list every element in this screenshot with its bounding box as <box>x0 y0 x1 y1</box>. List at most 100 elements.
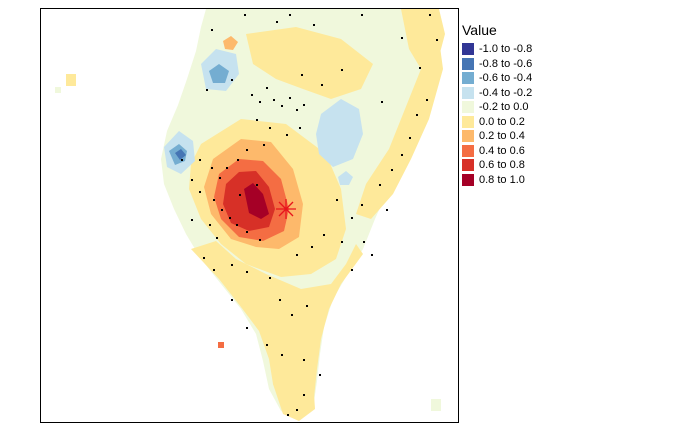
legend-swatch <box>462 101 474 114</box>
station-dot <box>306 305 308 307</box>
station-dot <box>311 246 313 248</box>
station-dot <box>299 127 301 129</box>
station-dot <box>273 99 275 101</box>
station-dot <box>231 299 233 301</box>
station-dot <box>287 414 289 416</box>
station-dot <box>381 101 383 103</box>
land-surface <box>55 9 445 421</box>
station-dot <box>296 254 298 256</box>
station-dot <box>236 224 238 226</box>
station-dot <box>379 184 381 186</box>
legend-entries: -1.0 to -0.8 -0.8 to -0.6 -0.6 to -0.4 -0.4… <box>462 42 532 187</box>
legend-entry: -0.4 to -0.2 <box>462 86 532 101</box>
legend-entry: 0.8 to 1.0 <box>462 173 532 188</box>
station-dot <box>209 224 211 226</box>
legend-entry: 0.4 to 0.6 <box>462 144 532 159</box>
station-dot <box>229 217 231 219</box>
station-dot <box>313 24 315 26</box>
station-dot <box>256 184 258 186</box>
station-dot <box>211 167 213 169</box>
legend-label: -0.6 to -0.4 <box>479 72 533 85</box>
station-dot <box>259 101 261 103</box>
station-dot <box>289 97 291 99</box>
offshore-speck-west2 <box>55 87 61 93</box>
station-dot <box>291 314 293 316</box>
station-dot <box>213 199 215 201</box>
station-dot <box>269 127 271 129</box>
legend-swatch <box>462 115 474 128</box>
south-tip-zone <box>273 379 315 421</box>
legend-swatch <box>462 86 474 99</box>
east-coast-warm-zone <box>356 39 443 219</box>
station-dot <box>256 119 258 121</box>
station-dot <box>246 271 248 273</box>
interpolation-map <box>55 9 445 421</box>
station-dot <box>303 394 305 396</box>
station-dot <box>391 169 393 171</box>
legend-swatch <box>462 43 474 56</box>
station-dot <box>181 159 183 161</box>
legend-swatch <box>462 159 474 172</box>
legend-title: Value <box>462 22 497 38</box>
station-dot <box>221 209 223 211</box>
station-dot <box>263 144 265 146</box>
station-dot <box>266 344 268 346</box>
station-dot <box>244 14 246 16</box>
station-dot <box>246 327 248 329</box>
station-dot <box>336 199 338 201</box>
station-dot <box>216 237 218 239</box>
epicenter-star <box>276 199 296 219</box>
station-dot <box>341 241 343 243</box>
warm-core-08-10 <box>244 183 269 219</box>
legend-entry: -0.6 to -0.4 <box>462 71 532 86</box>
legend-swatch <box>462 72 474 85</box>
legend-label: 0.2 to 0.4 <box>479 130 525 143</box>
offshore-speck-south <box>218 342 224 348</box>
station-dot <box>429 14 431 16</box>
station-dot <box>259 239 261 241</box>
legend-label: 0.6 to 0.8 <box>479 159 525 172</box>
station-dot <box>351 269 353 271</box>
legend-entry: 0.0 to 0.2 <box>462 115 532 130</box>
station-dot <box>386 209 388 211</box>
station-dot <box>191 219 193 221</box>
station-dot <box>296 109 298 111</box>
station-dot <box>246 231 248 233</box>
station-dot <box>286 134 288 136</box>
map-panel <box>40 8 459 423</box>
station-dot <box>301 74 303 76</box>
east-cool-patch <box>316 99 363 167</box>
station-dot <box>251 94 253 96</box>
legend-entry: 0.6 to 0.8 <box>462 158 532 173</box>
station-dot <box>281 105 283 107</box>
station-dot <box>409 137 411 139</box>
station-dot <box>416 114 418 116</box>
station-dot <box>276 21 278 23</box>
station-dot <box>266 87 268 89</box>
station-dot <box>401 37 403 39</box>
station-dot <box>281 354 283 356</box>
legend-label: 0.0 to 0.2 <box>479 115 525 128</box>
offshore-speck-se <box>431 399 441 411</box>
west-cool-core <box>175 149 186 160</box>
legend-label: 0.4 to 0.6 <box>479 144 525 157</box>
legend-label: 0.8 to 1.0 <box>479 173 525 186</box>
station-dot <box>341 69 343 71</box>
station-dot <box>199 159 201 161</box>
legend-label: -1.0 to -0.8 <box>479 43 533 56</box>
legend-entry: 0.2 to 0.4 <box>462 129 532 144</box>
station-dot <box>351 217 353 219</box>
legend: Value -1.0 to -0.8 -0.8 to -0.6 -0.6 to -0… <box>462 22 532 187</box>
south-warm-zone <box>191 241 363 419</box>
station-dot <box>419 67 421 69</box>
station-dot <box>231 264 233 266</box>
station-dot <box>219 177 221 179</box>
station-dot <box>203 257 205 259</box>
legend-swatch <box>462 173 474 186</box>
station-dot <box>319 374 321 376</box>
station-dot <box>239 194 241 196</box>
station-dot <box>426 99 428 101</box>
station-dot <box>296 409 298 411</box>
station-dot <box>303 359 305 361</box>
station-dot <box>361 14 363 16</box>
